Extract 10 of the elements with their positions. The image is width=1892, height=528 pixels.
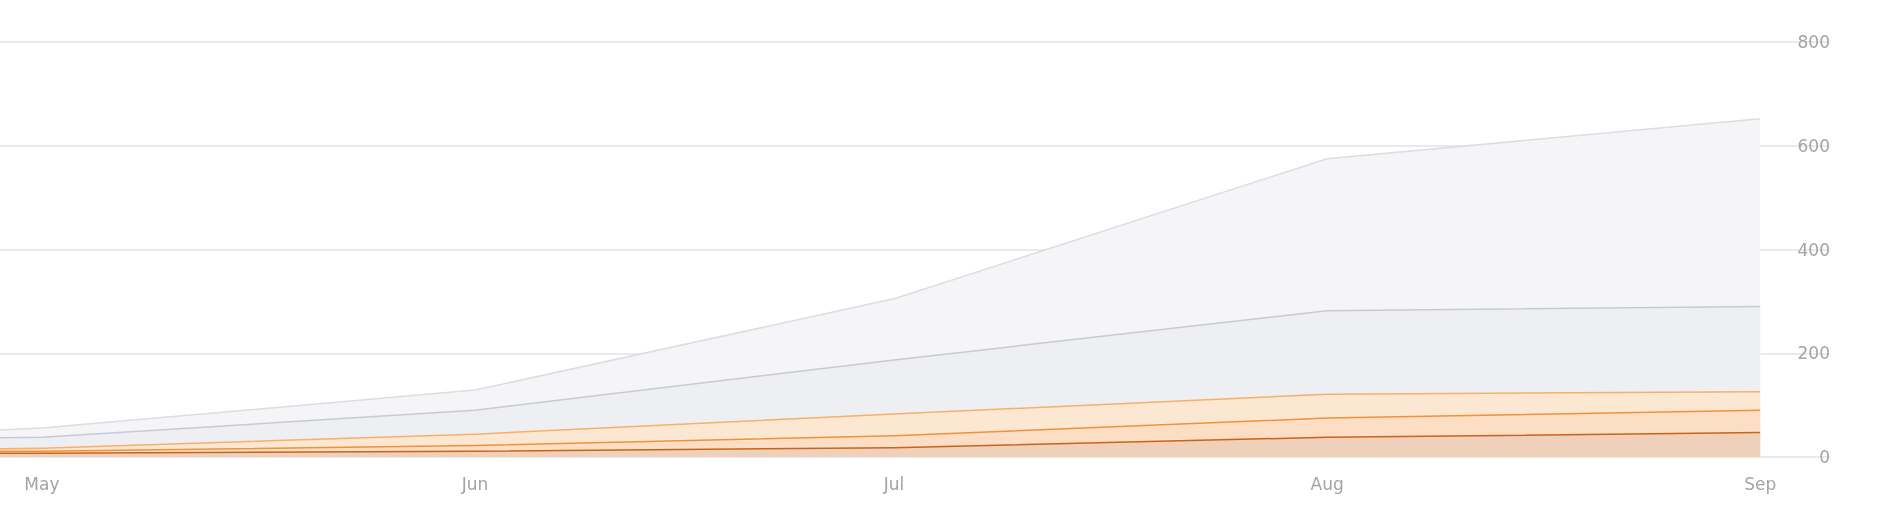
x-tick-label: Jul bbox=[882, 473, 905, 494]
x-tick-label: Aug bbox=[1310, 473, 1344, 494]
y-tick-label: 800 bbox=[1797, 32, 1830, 52]
y-tick-label: 0 bbox=[1819, 447, 1830, 467]
x-tick-label: May bbox=[24, 473, 60, 494]
x-tick-label: Jun bbox=[460, 473, 489, 494]
x-tick-label: Sep bbox=[1744, 473, 1777, 494]
y-tick-label: 600 bbox=[1797, 135, 1830, 156]
y-tick-label: 400 bbox=[1797, 239, 1830, 260]
y-tick-label: 200 bbox=[1797, 343, 1830, 364]
